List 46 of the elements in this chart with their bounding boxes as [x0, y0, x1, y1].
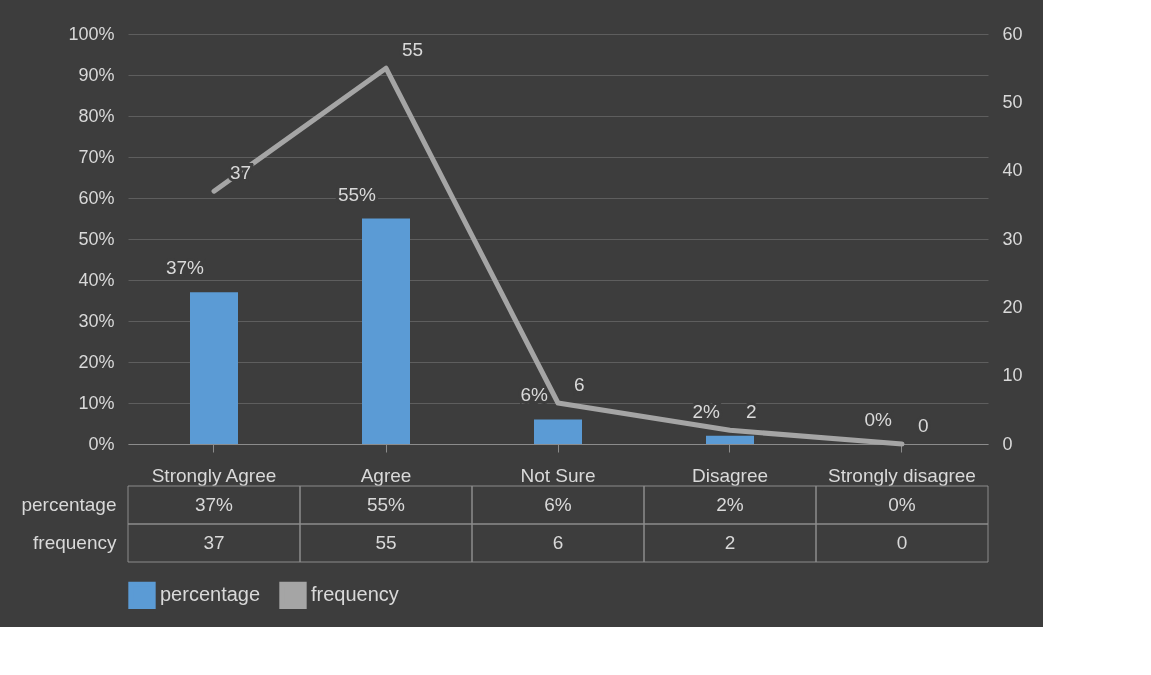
y-tick-label: 80% [78, 105, 115, 126]
data-label: 6 [552, 532, 564, 553]
y-tick-label: 60% [78, 187, 115, 208]
text: 0% [864, 409, 892, 430]
x-tick-label: Agree [360, 464, 412, 486]
y-tick-label: 20% [78, 351, 115, 372]
y2-tick-label: 20 [1002, 296, 1023, 317]
text: 0 [918, 415, 929, 436]
data-label: 6% [544, 494, 572, 515]
text: 2 [746, 401, 757, 423]
text: 6% [520, 384, 548, 406]
x-tick-label: Not Sure [520, 464, 596, 486]
y-tick-label: 100% [68, 23, 115, 44]
y2-tick-label: 50 [1002, 91, 1023, 112]
data-label: 2% [716, 494, 744, 515]
y2-tick-label: 30 [1002, 228, 1023, 249]
x-tick-label: Strongly disagree [828, 464, 976, 486]
y-tick-label: 50% [78, 228, 115, 249]
text: 2% [692, 400, 720, 422]
y2-tick-label: 0 [1002, 433, 1013, 454]
text: 55 [402, 39, 424, 61]
x-tick-label: Strongly Agree [151, 464, 277, 486]
text: percentage [21, 494, 117, 515]
data-label: 37 [203, 532, 225, 553]
y2-tick-label: 10 [1002, 365, 1023, 386]
text: frequency [33, 532, 117, 553]
y-tick-label: 70% [78, 146, 115, 167]
legend-label: frequency [311, 583, 399, 606]
data-label: 55% [366, 494, 406, 515]
y-tick-label: 30% [78, 310, 115, 331]
data-label: 55 [375, 532, 397, 553]
y-tick-label: 90% [78, 64, 115, 85]
text: 55% [337, 183, 376, 205]
text: 6 [574, 374, 585, 395]
data-label: 37% [194, 494, 234, 515]
legend-label: percentage [160, 583, 261, 606]
data-label: 0 [896, 532, 908, 553]
data-label: 0% [888, 494, 916, 515]
y-tick-label: 0% [88, 433, 115, 454]
y-tick-label: 10% [78, 392, 115, 413]
y2-tick-label: 60 [1002, 23, 1023, 44]
y2-tick-label: 40 [1002, 160, 1023, 181]
text: 37% [165, 257, 204, 279]
x-tick-label: Disagree [691, 464, 769, 486]
data-label: 2 [724, 532, 736, 553]
y-tick-label: 40% [78, 269, 115, 290]
